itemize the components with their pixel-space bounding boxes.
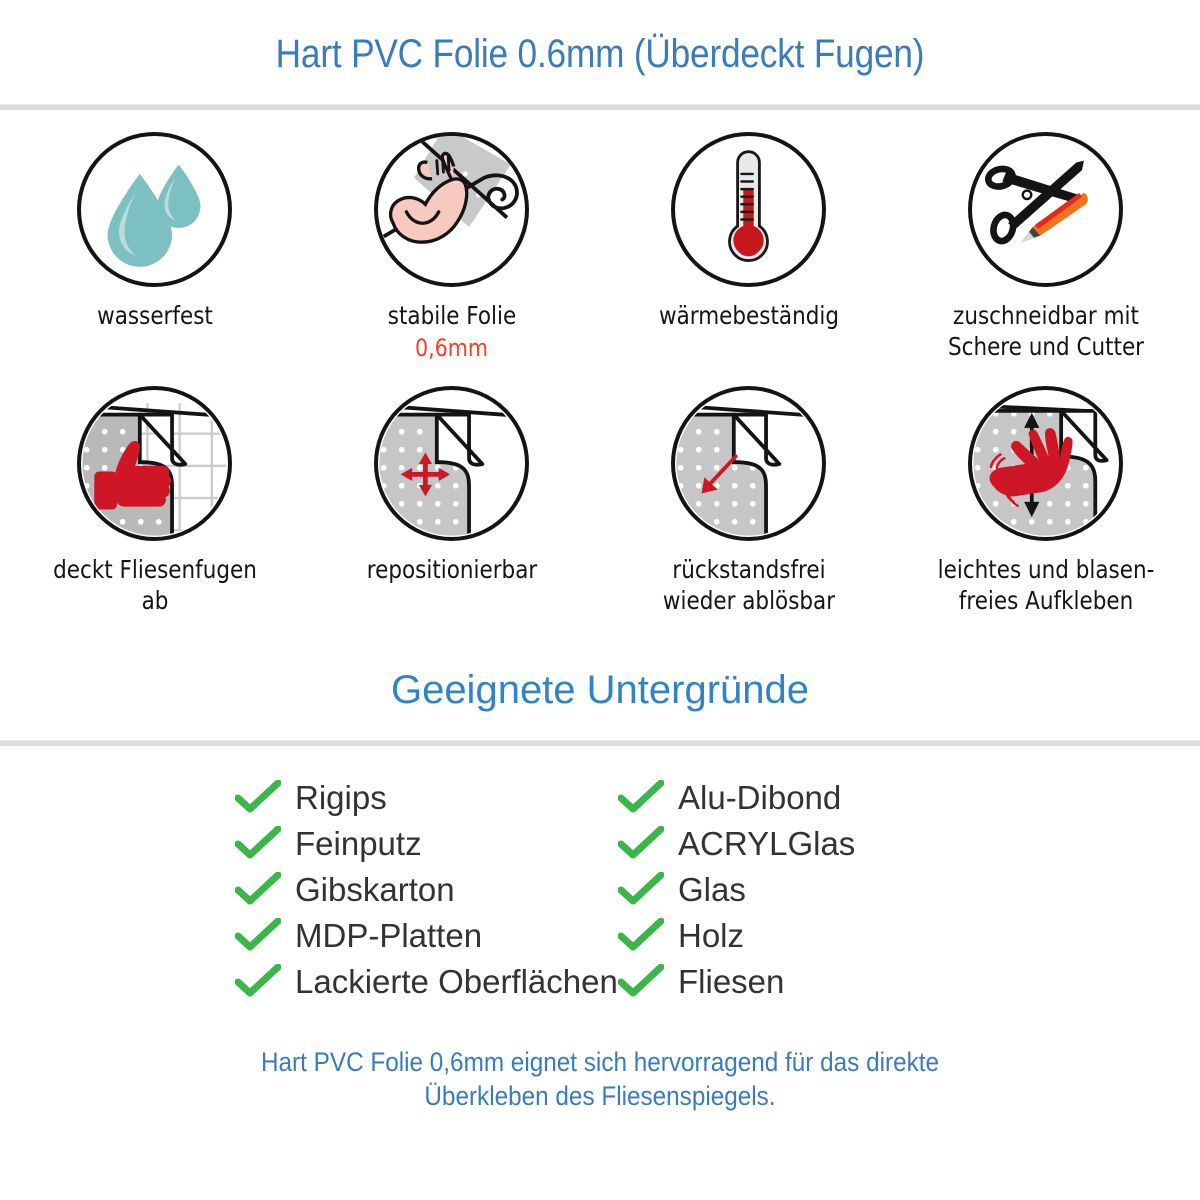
feature-rueckstandsfrei: rückstandsfrei wieder ablösbar [600, 386, 897, 616]
page-title: Hart PVC Folie 0.6mm (Überdeckt Fugen) [275, 32, 925, 76]
feature-label: repositionierbar [366, 555, 537, 584]
list-item-label: Holz [678, 916, 745, 954]
thermometer-icon [671, 132, 826, 287]
check-icon [618, 964, 664, 997]
list-item-label: Lackierte Oberflächen [295, 962, 618, 1000]
feature-sublabel: 0,6mm [414, 333, 489, 362]
list-item-label: Rigips [295, 778, 387, 816]
list-item-label: ACRYLGlas [678, 824, 856, 862]
list-item: Fliesen [618, 958, 1070, 1004]
footer-note: Hart PVC Folie 0,6mm eignet sich hervorr… [260, 1047, 940, 1111]
check-icon [235, 780, 281, 813]
feature-grid-row-2: deckt Fliesenfugen ab [0, 364, 1200, 616]
list-item: Alu-Dibond [618, 774, 1070, 820]
list-item-label: Gibskarton [295, 870, 455, 908]
feature-blasenfreies-aufkleben: leichtes und blasen- freies Aufkleben [897, 386, 1194, 616]
list-item: MDP-Platten [235, 912, 600, 958]
four-way-arrow-film-icon [374, 386, 529, 541]
page-header: Hart PVC Folie 0.6mm (Überdeckt Fugen) [0, 0, 1200, 110]
section-divider [0, 740, 1200, 746]
list-item: Feinputz [235, 820, 600, 866]
list-item: Lackierte Oberflächen [235, 958, 618, 1004]
check-icon [618, 918, 664, 951]
check-icon [235, 964, 281, 997]
feature-label: leichtes und blasen- freies Aufkleben [937, 555, 1154, 615]
list-item-label: MDP-Platten [295, 916, 483, 954]
check-icon [618, 872, 664, 905]
substrate-checklist: Rigips Feinputz Gibskarton MDP-Platten L… [0, 746, 1200, 1004]
feature-grid-row-1: wasserfest [0, 110, 1200, 364]
scissors-cutter-icon [968, 132, 1123, 287]
feature-zuschneidbar: zuschneidbar mit Schere und Cutter [897, 132, 1194, 364]
feature-label: wasserfest [96, 301, 213, 330]
feature-stabile-folie: stabile Folie 0,6mm [303, 132, 600, 364]
diagonal-arrow-film-icon [671, 386, 826, 541]
flexed-bicep-film-icon [374, 132, 529, 287]
list-item: ACRYLGlas [618, 820, 1070, 866]
list-item: Gibskarton [235, 866, 600, 912]
feature-repositionierbar: repositionierbar [303, 386, 600, 616]
section-title-untergruende: Geeignete Untergründe [390, 668, 810, 712]
check-icon [618, 826, 664, 859]
check-icon [235, 872, 281, 905]
water-drops-icon [77, 132, 232, 287]
list-item: Rigips [235, 774, 600, 820]
substrate-column-left: Rigips Feinputz Gibskarton MDP-Platten L… [130, 774, 618, 1004]
header-divider [0, 104, 1200, 110]
thumbs-up-tile-film-icon [77, 386, 232, 541]
feature-label: zuschneidbar mit Schere und Cutter [947, 301, 1144, 361]
list-item-label: Alu-Dibond [678, 778, 842, 816]
check-icon [235, 826, 281, 859]
list-item-label: Glas [678, 870, 746, 908]
list-item-label: Fliesen [678, 962, 785, 1000]
feature-waermebestaendig: wärmebeständig [600, 132, 897, 364]
feature-label: wärmebeständig [658, 301, 839, 330]
feature-wasserfest: wasserfest [6, 132, 303, 364]
feature-label: stabile Folie [387, 301, 516, 330]
list-item: Holz [618, 912, 1070, 958]
list-item-label: Feinputz [295, 824, 422, 862]
list-item: Glas [618, 866, 1070, 912]
feature-deckt-fliesenfugen-ab: deckt Fliesenfugen ab [6, 386, 303, 616]
substrate-column-right: Alu-Dibond ACRYLGlas Glas Holz Fliesen [600, 774, 1070, 1004]
feature-label: deckt Fliesenfugen ab [52, 555, 257, 615]
smoothing-hand-film-icon [968, 386, 1123, 541]
check-icon [618, 780, 664, 813]
check-icon [235, 918, 281, 951]
feature-label: rückstandsfrei wieder ablösbar [662, 555, 835, 615]
